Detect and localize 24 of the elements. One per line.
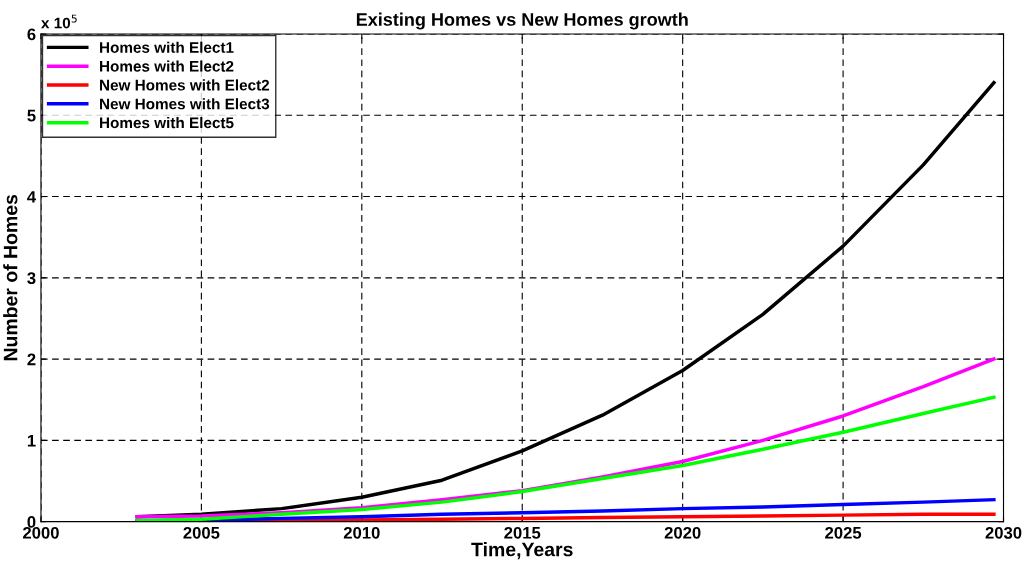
x-axis-title: Time,Years xyxy=(471,542,573,560)
y-tick-label: 2 xyxy=(27,353,36,366)
legend-label: Homes with Elect1 xyxy=(100,41,234,53)
legend-label: New Homes with Elect2 xyxy=(100,79,270,91)
x-tick-label: 2005 xyxy=(183,526,220,539)
x-tick-label: 2010 xyxy=(343,526,380,539)
x-tick-label: 2000 xyxy=(23,526,59,539)
y-tick-label: 5 xyxy=(27,109,36,122)
y-tick-label: 1 xyxy=(27,434,36,447)
x-tick-label: 2015 xyxy=(504,526,541,539)
x-tick-label: 2025 xyxy=(825,526,862,539)
y-axis-title: Number of Homes xyxy=(3,194,18,361)
legend-label: New Homes with Elect3 xyxy=(100,98,270,110)
y-tick-label: 4 xyxy=(27,191,37,203)
legend-label: Homes with Elect5 xyxy=(100,116,234,129)
y-tick-label: 0 xyxy=(27,516,36,528)
text: x 10$^{5}$ xyxy=(41,14,77,29)
x-tick-label: 2020 xyxy=(664,526,701,539)
y-tick-label: 3 xyxy=(27,272,36,285)
y-tick-label: 6 xyxy=(27,28,36,41)
legend-label: Homes with Elect2 xyxy=(100,60,234,72)
chart-title: Existing Homes vs New Homes growth xyxy=(356,12,688,30)
x-tick-label: 2030 xyxy=(985,526,1022,539)
line-series xyxy=(135,395,996,522)
